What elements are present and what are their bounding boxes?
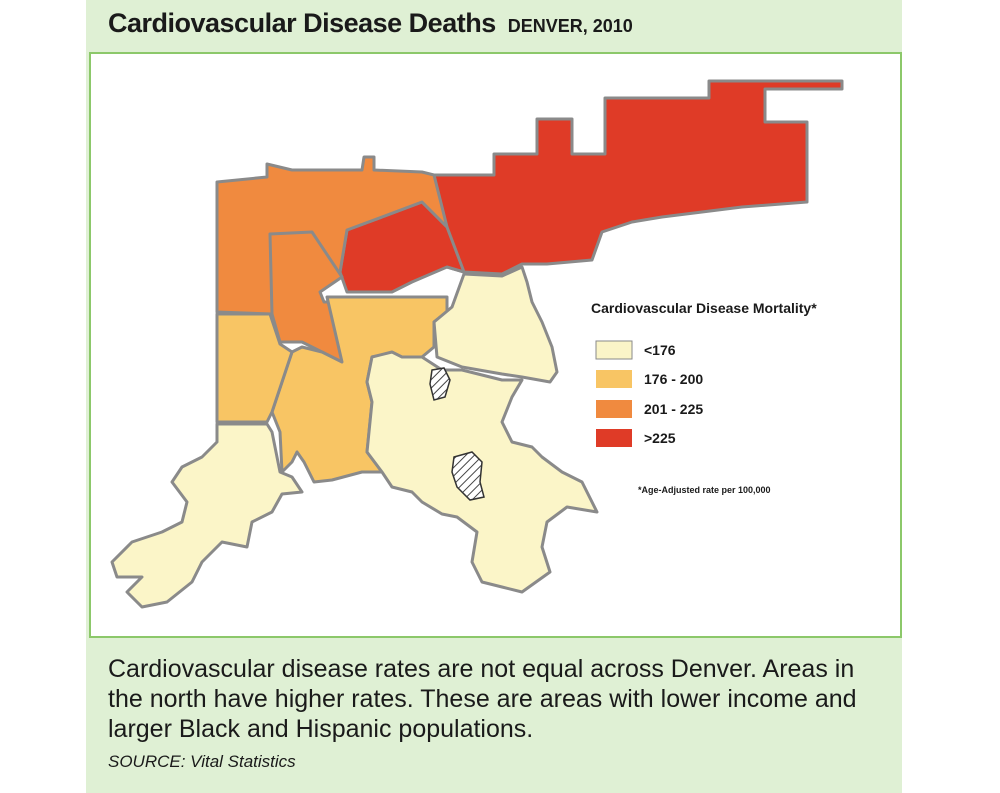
legend-swatch-3 [596,400,632,418]
legend-label-3: 201 - 225 [644,401,703,417]
legend-swatch-2 [596,370,632,388]
region-west [215,312,294,424]
map-frame: Cardiovascular Disease Mortality* <176 1… [89,52,902,638]
region-southeast [365,350,599,594]
legend-swatch-4 [596,429,632,447]
source-note: SOURCE: Vital Statistics [108,752,296,771]
enclave-north [429,367,451,401]
denver-map: Cardiovascular Disease Mortality* <176 1… [110,79,844,609]
region-northeast [432,79,844,276]
region-east [432,265,559,384]
legend: Cardiovascular Disease Mortality* <176 1… [591,300,817,495]
legend-label-4: >225 [644,430,676,446]
legend-footnote: *Age-Adjusted rate per 100,000 [638,485,771,495]
title-main: Cardiovascular Disease Deaths [108,8,496,38]
title-subtitle: DENVER, 2010 [507,16,633,36]
legend-label-1: <176 [644,342,676,358]
region-southwest [110,422,304,609]
legend-label-2: 176 - 200 [644,371,703,387]
legend-swatch-1 [595,340,633,360]
caption-text: Cardiovascular disease rates are not equ… [108,655,857,743]
enclave-south [451,451,485,501]
legend-title: Cardiovascular Disease Mortality* [591,300,817,316]
map-title: Cardiovascular Disease Deaths DENVER, 201… [108,8,633,42]
